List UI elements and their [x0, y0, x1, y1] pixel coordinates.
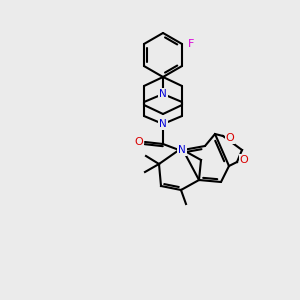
Text: O: O — [135, 137, 143, 147]
Text: O: O — [226, 133, 234, 143]
Text: N: N — [159, 89, 167, 99]
Text: F: F — [188, 39, 194, 49]
Text: O: O — [240, 155, 248, 165]
Text: N: N — [178, 145, 186, 155]
Text: N: N — [159, 119, 167, 129]
